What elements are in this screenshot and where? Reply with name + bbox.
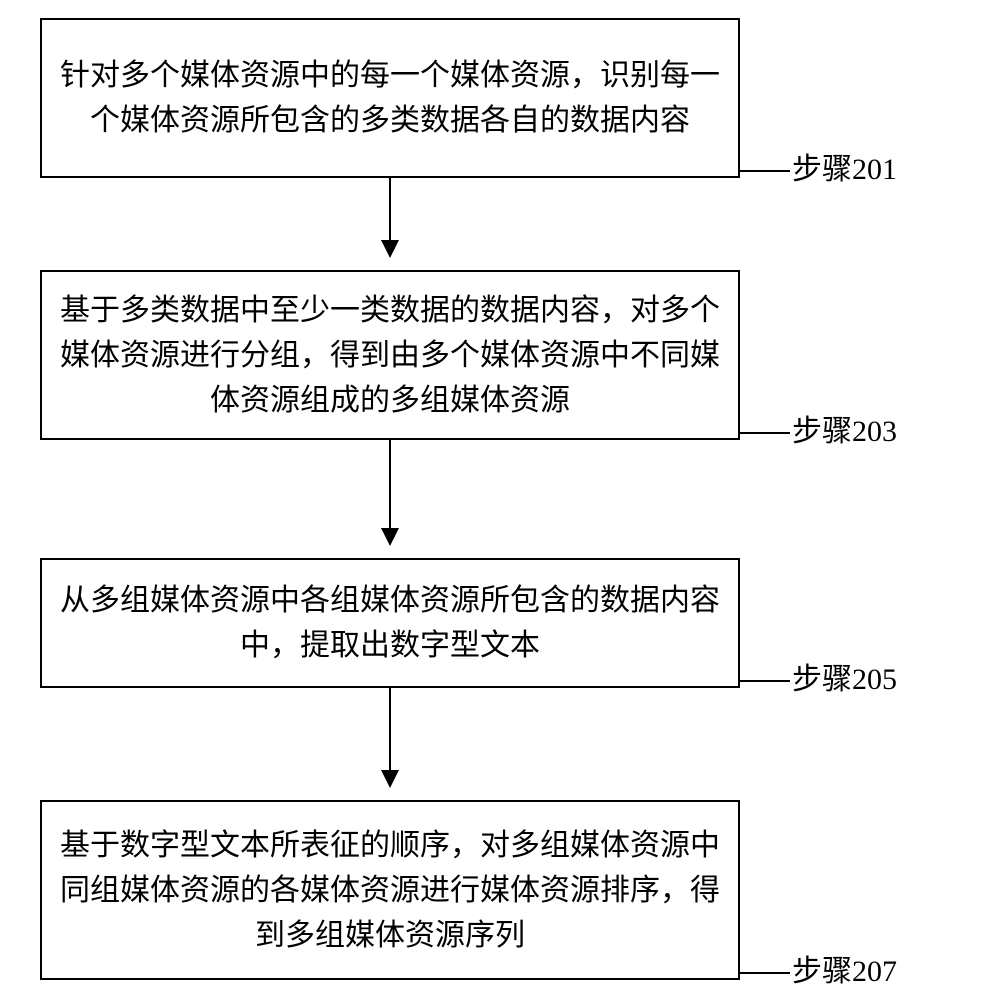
step-label: 步骤207 [790,946,897,990]
flow-box: 基于数字型文本所表征的顺序，对多组媒体资源中同组媒体资源的各媒体资源进行媒体资源… [40,800,740,980]
flow-arrow [389,688,391,786]
flow-box: 基于多类数据中至少一类数据的数据内容，对多个媒体资源进行分组，得到由多个媒体资源… [40,270,740,440]
flow-node-step201: 针对多个媒体资源中的每一个媒体资源，识别每一个媒体资源所包含的多类数据各自的数据… [40,18,897,178]
flow-node-step205: 从多组媒体资源中各组媒体资源所包含的数据内容中，提取出数字型文本 步骤205 [40,558,897,688]
flow-box-text: 从多组媒体资源中各组媒体资源所包含的数据内容中，提取出数字型文本 [60,578,720,668]
flow-arrow [389,440,391,544]
label-connector [740,972,790,974]
flow-box: 从多组媒体资源中各组媒体资源所包含的数据内容中，提取出数字型文本 [40,558,740,688]
label-connector [740,170,790,172]
flow-box: 针对多个媒体资源中的每一个媒体资源，识别每一个媒体资源所包含的多类数据各自的数据… [40,18,740,178]
step-label: 步骤201 [790,144,897,188]
step-label: 步骤203 [790,406,897,450]
label-connector [740,432,790,434]
flow-node-step203: 基于多类数据中至少一类数据的数据内容，对多个媒体资源进行分组，得到由多个媒体资源… [40,270,897,440]
flow-box-text: 基于多类数据中至少一类数据的数据内容，对多个媒体资源进行分组，得到由多个媒体资源… [60,288,720,423]
label-connector [740,680,790,682]
flow-box-text: 针对多个媒体资源中的每一个媒体资源，识别每一个媒体资源所包含的多类数据各自的数据… [60,53,720,143]
flow-box-text: 基于数字型文本所表征的顺序，对多组媒体资源中同组媒体资源的各媒体资源进行媒体资源… [60,823,720,958]
step-label: 步骤205 [790,654,897,698]
flow-arrow [389,178,391,256]
flow-node-step207: 基于数字型文本所表征的顺序，对多组媒体资源中同组媒体资源的各媒体资源进行媒体资源… [40,800,897,980]
flowchart-container: 针对多个媒体资源中的每一个媒体资源，识别每一个媒体资源所包含的多类数据各自的数据… [0,0,986,1000]
